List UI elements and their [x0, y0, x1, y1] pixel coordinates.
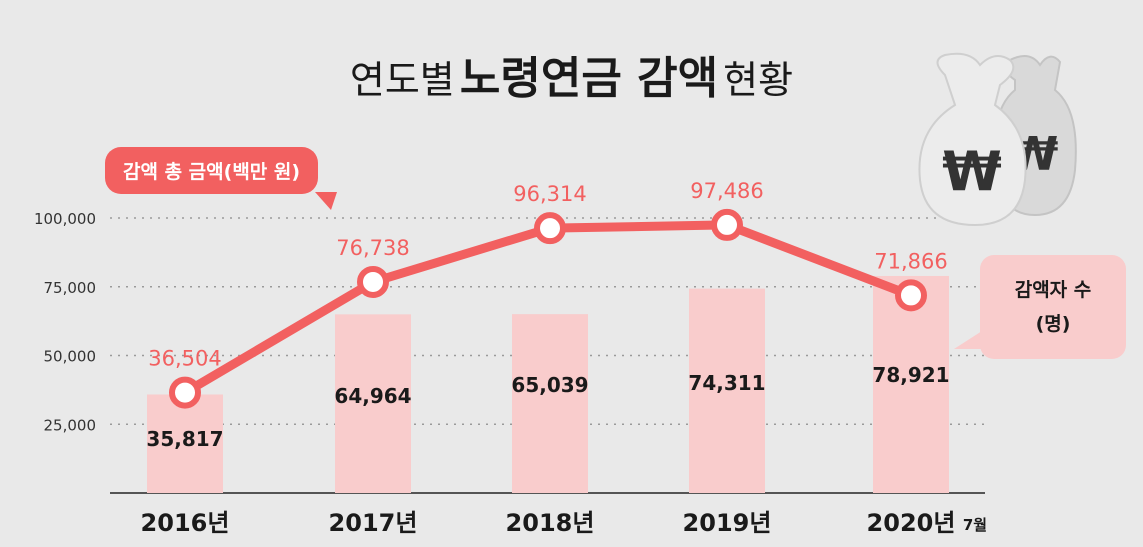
x-tick-label: 2019년	[683, 509, 772, 537]
line-point	[534, 212, 566, 245]
legend-bar-label: 감액자 수 (명)	[954, 255, 1126, 359]
bar	[873, 275, 949, 493]
line-value-label: 71,866	[874, 249, 947, 273]
line-value-label: 76,738	[336, 236, 409, 260]
chart-title: 연도별 노령연금 감액 현황	[0, 42, 1143, 106]
line-value-label: 97,486	[690, 179, 763, 203]
line-point	[357, 265, 389, 298]
legend-bar-label-line1: 감액자 수	[1014, 279, 1092, 301]
x-tick-note: 7월	[963, 516, 987, 534]
bar-value-label: 74,311	[688, 371, 765, 395]
title-part-3: 현황	[723, 58, 794, 102]
y-tick-label: 50,000	[44, 348, 97, 366]
line-value-label: 36,504	[148, 347, 221, 371]
x-tick-label: 2016년	[141, 509, 230, 537]
line-value-label: 96,314	[513, 182, 586, 206]
line-point	[711, 208, 743, 241]
bar-value-label: 78,921	[872, 363, 949, 387]
title-part-2: 노령연금 감액	[459, 53, 719, 104]
bar-value-label: 64,964	[334, 384, 411, 408]
x-tick-label: 2018년	[506, 509, 595, 537]
bar	[689, 288, 765, 493]
legend-bar-label-line2: (명)	[1035, 313, 1071, 335]
line-point	[169, 376, 201, 409]
line-point	[895, 279, 927, 312]
bar-value-label: 65,039	[511, 373, 588, 397]
y-tick-label: 25,000	[44, 416, 97, 434]
money-bag-won-icon: ₩ ₩	[918, 52, 1077, 227]
svg-text:₩: ₩	[942, 140, 1002, 203]
x-tick-label: 2017년	[329, 509, 418, 537]
y-tick-label: 75,000	[44, 279, 97, 297]
legend-line-label: 감액 총 금액(백만 원)	[105, 147, 338, 210]
bar	[335, 314, 411, 493]
y-tick-label: 100,000	[34, 210, 96, 228]
x-tick-label: 2020년	[867, 509, 956, 537]
bar	[512, 314, 588, 493]
title-part-1: 연도별	[349, 58, 455, 102]
bar	[147, 394, 223, 493]
bar-value-label: 35,817	[146, 427, 223, 451]
